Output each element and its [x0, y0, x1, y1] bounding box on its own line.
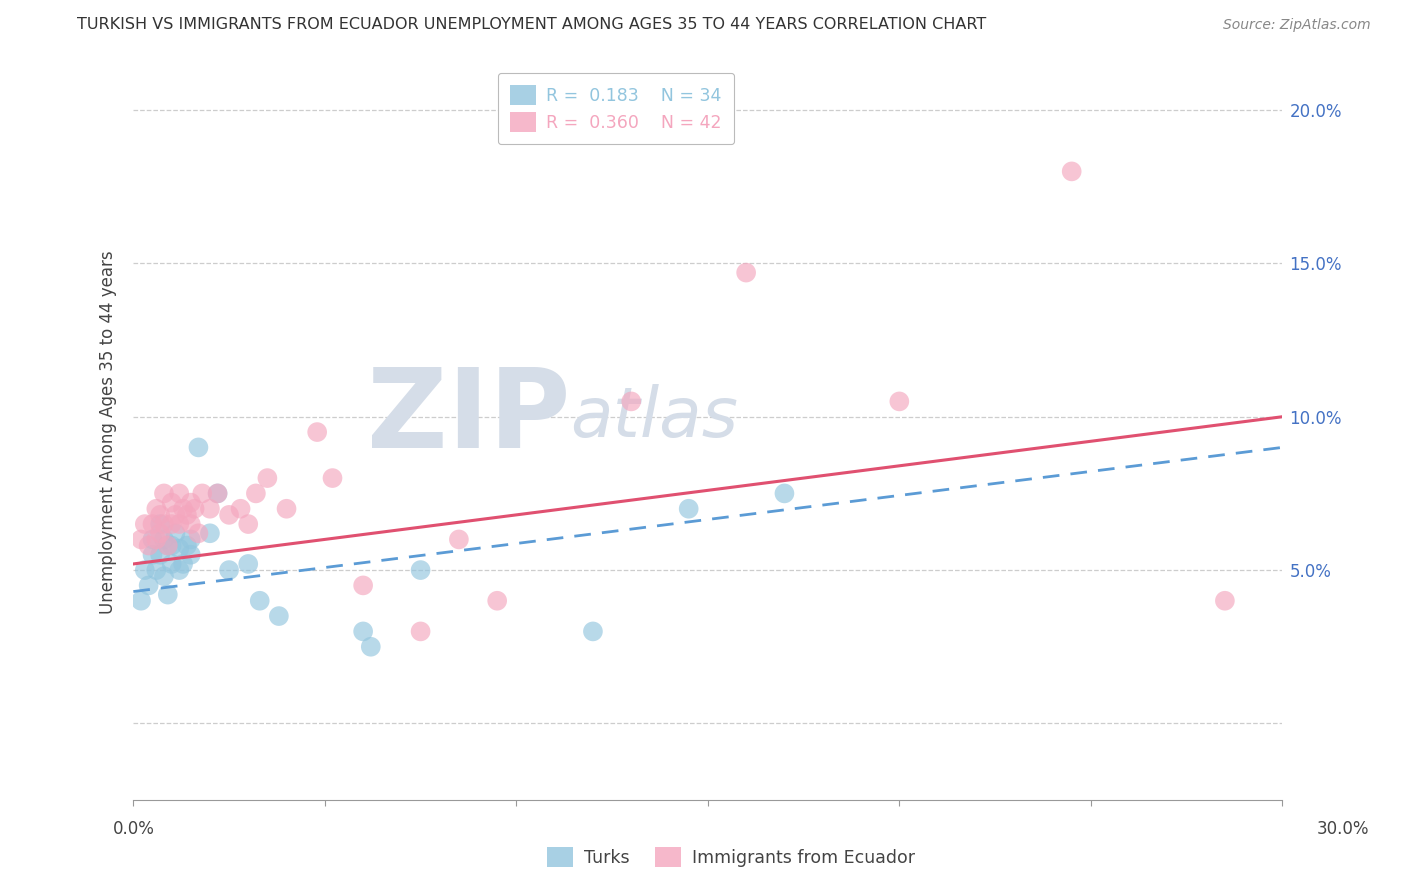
Point	[773, 486, 796, 500]
Point	[191, 486, 214, 500]
Point	[198, 526, 221, 541]
Point	[582, 624, 605, 639]
Point	[678, 501, 700, 516]
Point	[141, 517, 163, 532]
Point	[156, 539, 179, 553]
Point	[218, 563, 240, 577]
Point	[172, 557, 194, 571]
Point	[156, 588, 179, 602]
Point	[176, 508, 198, 522]
Point	[207, 486, 229, 500]
Point	[153, 517, 176, 532]
Point	[145, 563, 167, 577]
Point	[180, 533, 202, 547]
Point	[176, 539, 198, 553]
Point	[352, 624, 374, 639]
Point	[238, 517, 260, 532]
Point	[447, 533, 470, 547]
Point	[129, 533, 152, 547]
Point	[129, 593, 152, 607]
Text: atlas: atlas	[569, 384, 738, 450]
Point	[409, 624, 432, 639]
Point	[134, 563, 156, 577]
Point	[229, 501, 252, 516]
Point	[180, 495, 202, 509]
Point	[183, 501, 205, 516]
Point	[149, 517, 172, 532]
Point	[160, 557, 183, 571]
Point	[160, 517, 183, 532]
Point	[153, 533, 176, 547]
Point	[156, 539, 179, 553]
Point	[218, 508, 240, 522]
Point	[276, 501, 298, 516]
Point	[169, 486, 191, 500]
Point	[1213, 593, 1236, 607]
Point	[145, 501, 167, 516]
Text: ZIP: ZIP	[367, 364, 569, 471]
Point	[160, 539, 183, 553]
Point	[172, 501, 194, 516]
Point	[153, 486, 176, 500]
Point	[149, 548, 172, 562]
Point	[134, 517, 156, 532]
Text: Source: ZipAtlas.com: Source: ZipAtlas.com	[1223, 18, 1371, 31]
Point	[138, 539, 160, 553]
Point	[267, 609, 290, 624]
Point	[180, 517, 202, 532]
Point	[307, 425, 329, 439]
Point	[187, 526, 209, 541]
Point	[169, 563, 191, 577]
Point	[169, 541, 191, 556]
Point	[169, 517, 191, 532]
Text: 30.0%: 30.0%	[1316, 820, 1369, 838]
Point	[352, 578, 374, 592]
Point	[249, 593, 271, 607]
Y-axis label: Unemployment Among Ages 35 to 44 years: Unemployment Among Ages 35 to 44 years	[100, 251, 117, 614]
Legend: R =  0.183    N = 34, R =  0.360    N = 42: R = 0.183 N = 34, R = 0.360 N = 42	[498, 73, 734, 145]
Point	[160, 495, 183, 509]
Point	[165, 526, 187, 541]
Point	[165, 508, 187, 522]
Point	[409, 563, 432, 577]
Point	[256, 471, 278, 485]
Point	[145, 533, 167, 547]
Point	[149, 526, 172, 541]
Point	[735, 266, 758, 280]
Point	[141, 548, 163, 562]
Point	[620, 394, 643, 409]
Point	[486, 593, 509, 607]
Point	[153, 569, 176, 583]
Point	[207, 486, 229, 500]
Point	[245, 486, 267, 500]
Point	[1060, 164, 1083, 178]
Point	[238, 557, 260, 571]
Point	[149, 508, 172, 522]
Point	[889, 394, 911, 409]
Point	[180, 548, 202, 562]
Point	[198, 501, 221, 516]
Text: TURKISH VS IMMIGRANTS FROM ECUADOR UNEMPLOYMENT AMONG AGES 35 TO 44 YEARS CORREL: TURKISH VS IMMIGRANTS FROM ECUADOR UNEMP…	[77, 17, 987, 31]
Text: 0.0%: 0.0%	[112, 820, 155, 838]
Point	[360, 640, 382, 654]
Legend: Turks, Immigrants from Ecuador: Turks, Immigrants from Ecuador	[540, 840, 922, 874]
Point	[187, 441, 209, 455]
Point	[321, 471, 343, 485]
Point	[138, 578, 160, 592]
Point	[141, 533, 163, 547]
